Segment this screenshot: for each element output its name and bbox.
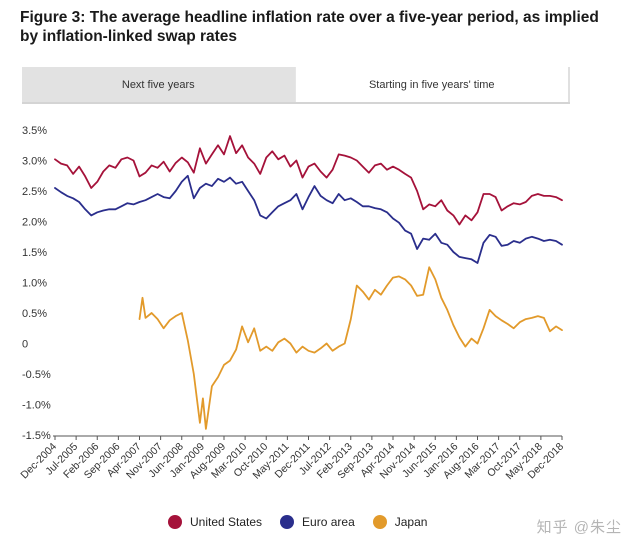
tab-bar: Next five years Starting in five years' … xyxy=(22,67,570,104)
y-tick-label: 1.5% xyxy=(22,247,47,259)
tab-starting-in-five-years[interactable]: Starting in five years' time xyxy=(294,67,570,102)
legend-marker xyxy=(280,515,295,529)
tab-label: Next five years xyxy=(121,78,195,91)
watermark: 知乎 @朱尘 xyxy=(536,519,622,536)
legend-marker xyxy=(168,515,182,529)
y-tick-label: -0.5% xyxy=(22,369,51,381)
y-tick-label: 1.0% xyxy=(22,278,47,290)
legend-label: Euro area xyxy=(302,515,355,529)
line-chart: 3.5% 3.0% 2.5% 2.0% 1.5% 1.0% 0.5% 0 -0.5% -1.0% -… xyxy=(18,125,566,482)
y-tick-label: 3.0% xyxy=(22,156,47,168)
series-line-japan xyxy=(138,266,563,430)
legend-item-euro-area[interactable]: Euro area xyxy=(280,515,355,529)
series-line-euro-area xyxy=(54,174,563,264)
legend-label: Japan xyxy=(394,515,428,529)
y-tick-label: -1.0% xyxy=(22,400,51,412)
legend-label: United States xyxy=(190,515,263,529)
tab-next-five-years[interactable]: Next five years xyxy=(22,67,295,102)
legend: United States Euro area Japan xyxy=(168,515,427,529)
legend-item-japan[interactable]: Japan xyxy=(372,515,428,529)
y-tick-label: 2.5% xyxy=(22,186,47,198)
y-tick-label: 0.5% xyxy=(22,308,47,320)
series-line-united-states xyxy=(54,135,563,226)
legend-item-united-states[interactable]: United States xyxy=(168,515,262,529)
figure-title: Figure 3: The average headline inflation… xyxy=(20,9,599,45)
chart-area: 3.5% 3.0% 2.5% 2.0% 1.5% 1.0% 0.5% 0 -0.5% -1.0% -… xyxy=(0,110,640,505)
y-tick-label: 3.5% xyxy=(22,125,47,137)
y-tick-label: 2.0% xyxy=(22,217,47,229)
y-tick-label: 0 xyxy=(22,339,28,351)
y-tick-label: -1.5% xyxy=(22,430,51,442)
tab-label: Starting in five years' time xyxy=(368,78,495,91)
legend-marker xyxy=(372,515,387,529)
